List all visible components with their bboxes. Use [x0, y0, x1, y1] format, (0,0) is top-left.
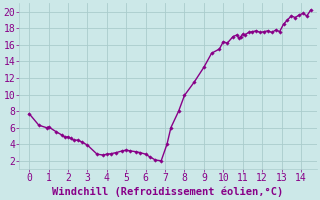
- X-axis label: Windchill (Refroidissement éolien,°C): Windchill (Refroidissement éolien,°C): [52, 186, 284, 197]
